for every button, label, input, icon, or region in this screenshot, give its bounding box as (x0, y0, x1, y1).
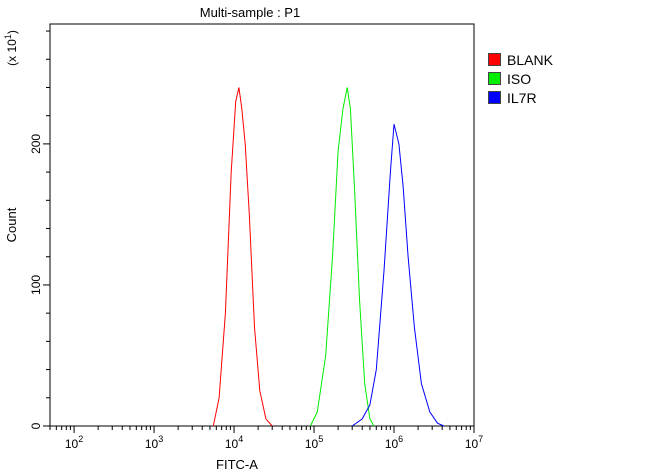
x-axis-label: FITC-A (216, 457, 258, 472)
x-tick-label: 102 (65, 434, 83, 451)
legend: BLANK ISO IL7R (488, 50, 553, 107)
plot-frame (49, 23, 475, 427)
legend-swatch-il7r (488, 91, 501, 104)
y-tick-label: 0 (29, 422, 43, 429)
series-line-il7r (351, 123, 445, 427)
legend-label-iso: ISO (507, 70, 532, 87)
x-tick-label: 105 (305, 434, 323, 451)
legend-swatch-blank (488, 53, 501, 66)
chart-title: Multi-sample : P1 (199, 5, 301, 20)
legend-item-blank: BLANK (488, 50, 553, 69)
series-line-blank (212, 87, 273, 427)
legend-item-il7r: IL7R (488, 88, 553, 107)
x-tick-label: 104 (225, 434, 243, 451)
legend-label-il7r: IL7R (507, 89, 537, 106)
x-tick-label: 107 (465, 434, 483, 451)
legend-item-iso: ISO (488, 69, 553, 88)
y-axis-label: Count (4, 207, 19, 242)
x-tick-label: 103 (145, 434, 163, 451)
y-tick-label: 200 (29, 134, 43, 154)
legend-swatch-iso (488, 72, 501, 85)
y-multiplier-label: (x 101) (3, 30, 19, 66)
series-line-iso (309, 87, 375, 427)
legend-label-blank: BLANK (507, 51, 553, 68)
x-tick-label: 106 (385, 434, 403, 451)
y-tick-label: 100 (29, 275, 43, 295)
